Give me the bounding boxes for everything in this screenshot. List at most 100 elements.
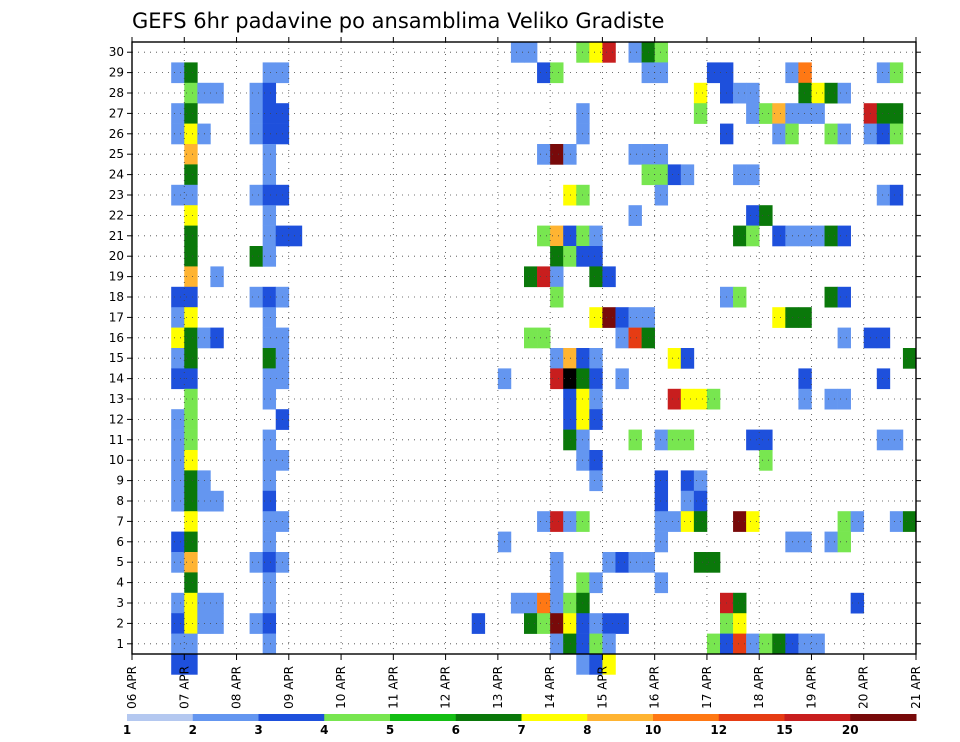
heatmap-cell [589, 613, 603, 634]
y-tick-label: 21 [109, 229, 124, 243]
heatmap-cell [706, 62, 721, 84]
grid-lines [132, 42, 916, 654]
heatmap-cell [589, 654, 603, 675]
heatmap-cell [798, 225, 812, 247]
heatmap-cell [262, 225, 277, 247]
heatmap-cell [524, 613, 538, 634]
legend-label: 7 [517, 723, 525, 737]
heatmap-cell [550, 572, 564, 594]
heatmap-cell [537, 62, 551, 84]
heatmap-cell [733, 613, 747, 634]
heatmap-cell [654, 490, 669, 512]
legend-label: 4 [320, 723, 328, 737]
heatmap-cell [184, 62, 198, 84]
chart-title: GEFS 6hr padavine po ansamblima Veliko G… [132, 9, 664, 33]
x-tick-label: 09 APR [282, 666, 296, 709]
x-tick-label: 15 APR [595, 666, 609, 709]
y-tick-label: 27 [109, 106, 124, 120]
heatmap-cell [550, 286, 564, 308]
heatmap-cell [589, 225, 603, 247]
legend-swatch [258, 714, 325, 721]
heatmap-cell [184, 266, 198, 288]
heatmap-cell [184, 123, 198, 145]
heatmap-cell [524, 42, 538, 63]
x-tick-label: 07 APR [177, 666, 191, 709]
y-tick-label: 5 [116, 555, 124, 569]
heatmap-cell [798, 633, 812, 655]
heatmap-cell [262, 490, 277, 512]
heatmap-cell [184, 205, 198, 226]
heatmap-cell [759, 450, 773, 471]
y-tick-label: 8 [116, 494, 124, 508]
heatmap-cell [184, 470, 198, 492]
heatmap-cell [288, 225, 303, 247]
heatmap-cell [746, 429, 760, 451]
legend-label: 3 [254, 723, 262, 737]
heatmap-cell [249, 613, 263, 634]
heatmap-cell [654, 42, 669, 63]
heatmap-cell [184, 450, 198, 471]
heatmap-cell [759, 633, 773, 655]
heatmap-cell [262, 348, 277, 369]
heatmap-cell [693, 552, 708, 573]
x-tick-label: 11 APR [386, 666, 400, 709]
y-tick-label: 22 [109, 208, 124, 222]
heatmap-cell [262, 327, 277, 349]
heatmap-cell [589, 470, 603, 492]
y-tick-label: 13 [109, 392, 124, 406]
heatmap-cell [210, 490, 224, 512]
heatmap-cell [262, 368, 277, 390]
heatmap-cell [262, 286, 277, 308]
heatmap-cell [262, 184, 277, 206]
heatmap-cell [184, 388, 198, 410]
heatmap-cell [262, 205, 277, 226]
heatmap-cell [171, 531, 185, 553]
heatmap-cell [680, 388, 695, 410]
legend-swatch [192, 714, 259, 721]
heatmap-cell [746, 205, 760, 226]
heatmap-cell [524, 592, 538, 614]
y-tick-label: 17 [109, 310, 124, 324]
heatmap-cell [693, 470, 708, 492]
heatmap-cell [876, 103, 891, 124]
heatmap-cell [550, 225, 564, 247]
heatmap-cell [733, 164, 747, 186]
heatmap-cell [902, 511, 917, 532]
heatmap-cell [537, 266, 551, 288]
legend-swatch [587, 714, 654, 721]
heatmap-cell [249, 184, 263, 206]
heatmap-cell [171, 327, 185, 349]
heatmap-cell [628, 205, 642, 226]
legend-swatch [784, 714, 851, 721]
heatmap-cell [628, 327, 642, 349]
y-tick-label: 1 [116, 637, 124, 651]
x-tick-label: 08 APR [230, 666, 244, 709]
heatmap-cell [798, 307, 812, 328]
heatmap-cell [589, 42, 603, 63]
heatmap-cell [615, 307, 629, 328]
heatmap-cell [667, 164, 682, 186]
heatmap-cell [837, 123, 851, 145]
x-tick-label: 14 APR [543, 666, 557, 709]
heatmap-cell [171, 348, 185, 369]
heatmap-cell [693, 103, 708, 124]
legend-swatch [455, 714, 522, 721]
heatmap-cell [262, 82, 277, 104]
heatmap-cell [563, 409, 577, 430]
heatmap-cell [550, 144, 564, 165]
heatmap-cell [680, 348, 695, 369]
heatmap-cell [171, 103, 185, 124]
heatmap-cell [210, 613, 224, 634]
legend-label: 8 [583, 723, 591, 737]
heatmap-cell [850, 511, 865, 532]
y-tick-label: 15 [109, 351, 124, 365]
heatmap-cell [693, 388, 708, 410]
legend-swatch [521, 714, 588, 721]
heatmap-cell [589, 246, 603, 267]
heatmap-cell [798, 62, 812, 84]
heatmap-cell [262, 531, 277, 553]
heatmap-cell [615, 368, 629, 390]
heatmap-cell [550, 246, 564, 267]
heatmap-cell [746, 103, 760, 124]
